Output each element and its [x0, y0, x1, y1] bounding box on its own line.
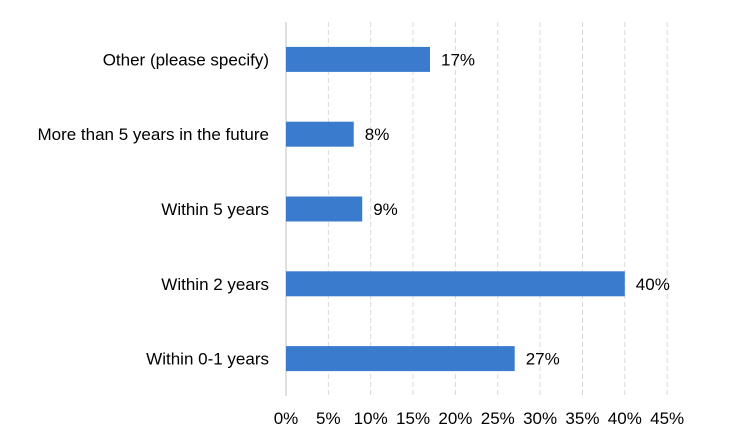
- x-tick-label: 25%: [481, 409, 515, 428]
- category-label: Other (please specify): [103, 50, 269, 69]
- category-label: More than 5 years in the future: [37, 125, 269, 144]
- x-tick-label: 40%: [608, 409, 642, 428]
- x-tick-label: 35%: [565, 409, 599, 428]
- bar: [286, 121, 354, 147]
- x-tick-label: 10%: [354, 409, 388, 428]
- x-axis-tick-labels: 0% 5% 10% 15% 20% 25% 30% 35% 40% 45%: [274, 409, 684, 428]
- bar: [286, 46, 430, 72]
- data-label: 9%: [373, 200, 398, 219]
- x-tick-label: 5%: [316, 409, 341, 428]
- bars: [286, 46, 625, 372]
- category-label: Within 0-1 years: [146, 350, 269, 369]
- x-tick-label: 30%: [523, 409, 557, 428]
- x-tick-label: 0%: [274, 409, 299, 428]
- category-label: Within 5 years: [161, 200, 269, 219]
- data-label: 40%: [636, 275, 670, 294]
- data-label: 27%: [526, 350, 560, 369]
- bar: [286, 346, 515, 372]
- x-tick-label: 45%: [650, 409, 684, 428]
- bar: [286, 196, 363, 222]
- x-tick-label: 15%: [396, 409, 430, 428]
- x-tick-label: 20%: [438, 409, 472, 428]
- category-label: Within 2 years: [161, 275, 269, 294]
- data-label: 17%: [441, 50, 475, 69]
- bar: [286, 271, 625, 297]
- category-labels: Other (please specify) More than 5 years …: [37, 50, 269, 368]
- data-labels: 17% 8% 9% 40% 27%: [365, 50, 670, 368]
- data-label: 8%: [365, 125, 390, 144]
